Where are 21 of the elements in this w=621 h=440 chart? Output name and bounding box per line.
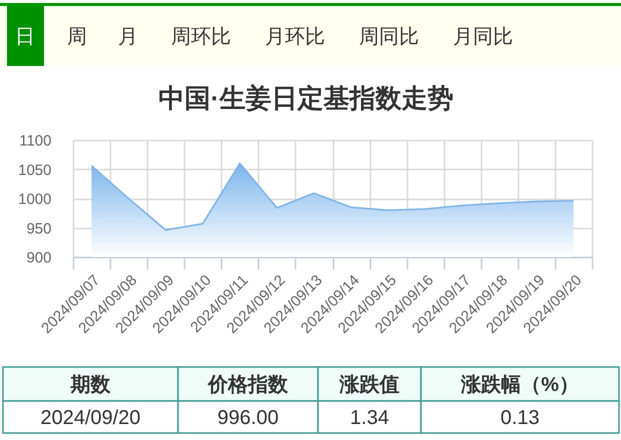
text: 周 [67,26,87,48]
text: 月环比 [265,26,325,48]
y-tick-label: 900 [26,250,52,266]
text: 996.00 [217,407,279,429]
text: 周同比 [359,26,419,48]
text: 2024/09/20 [40,407,141,429]
y-tick-label: 1000 [18,191,52,208]
text: 0.13 [500,407,540,429]
chart-title: 中国·生姜日定基指数走势 [158,83,454,113]
y-tick-label: 1100 [19,132,52,150]
text: 价格指数 [207,374,289,396]
text: 1.34 [350,407,389,429]
text: 涨跌值 [338,374,400,396]
text: 周环比 [171,26,231,48]
y-tick-label: 950 [26,220,52,238]
text: 涨跌幅（%） [460,374,579,396]
text: 月同比 [453,26,513,48]
y-tick-label: 1050 [18,162,52,179]
text: 月 [118,26,138,48]
text: 期数 [70,374,112,396]
text: 日 [15,26,35,48]
